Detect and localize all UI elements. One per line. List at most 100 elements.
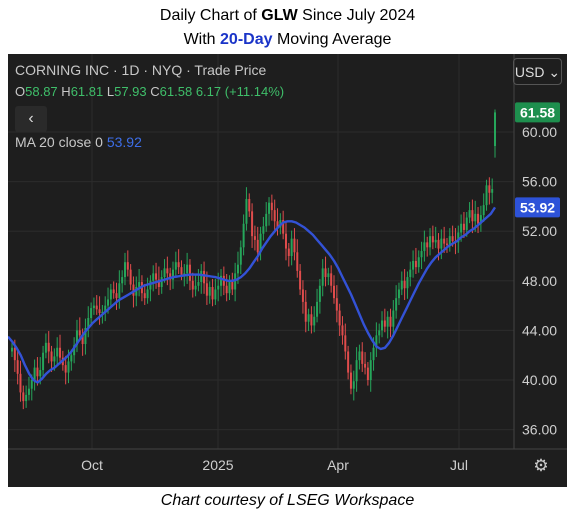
change-value: 6.17 (+11.14%): [195, 84, 285, 99]
candle-body: [316, 301, 319, 317]
candle-body: [81, 335, 84, 345]
candle-body: [155, 273, 158, 280]
ma-legend[interactable]: MA 20 close 0 53.92: [15, 134, 142, 150]
candle-body: [423, 242, 426, 252]
candle-body: [293, 238, 296, 253]
candle-body: [468, 210, 471, 218]
candle-body: [75, 330, 78, 346]
candle-body: [299, 270, 302, 290]
candle-body: [208, 287, 211, 296]
candle-body: [78, 330, 81, 336]
candle-body: [485, 185, 488, 206]
candle-body: [180, 267, 183, 275]
candle-body: [234, 273, 237, 290]
candle-body: [11, 347, 13, 352]
candle-body: [231, 280, 234, 290]
candle-body: [477, 213, 480, 224]
candle-body: [440, 238, 443, 249]
candle-body: [146, 289, 149, 299]
candle-body: [392, 310, 395, 327]
candle-body: [248, 198, 251, 212]
candle-body: [406, 277, 409, 289]
candle-body: [284, 233, 287, 249]
candle-body: [112, 289, 115, 294]
candle-body: [282, 220, 285, 234]
candle-body: [129, 269, 132, 285]
close-value: 61.58: [159, 84, 193, 99]
candle-body: [115, 293, 118, 299]
ticker-symbol: GLW: [261, 7, 298, 24]
high-value: 61.81: [70, 84, 104, 99]
candle-body: [205, 283, 208, 296]
candle-body: [197, 282, 200, 286]
candle-body: [25, 394, 28, 402]
y-tick-label: 36.00: [522, 422, 557, 438]
collapse-legend-button[interactable]: ‹: [15, 106, 47, 132]
candle-body: [50, 351, 53, 362]
candle-body: [417, 257, 420, 268]
candle-body: [474, 213, 477, 222]
candle-body: [121, 277, 124, 284]
candle-body: [375, 335, 378, 348]
candle-body: [335, 298, 338, 311]
candle-body: [104, 305, 107, 312]
candle-body: [90, 308, 93, 318]
candle-body: [471, 210, 474, 222]
candle-body: [123, 262, 126, 278]
candle-body: [30, 380, 33, 389]
candle-body: [276, 221, 279, 228]
candle-body: [321, 268, 324, 286]
candle-body: [482, 205, 485, 216]
candle-body: [378, 330, 381, 336]
candle-body: [186, 264, 189, 274]
candle-body: [236, 264, 239, 274]
candle-body: [149, 280, 152, 290]
candle-body: [67, 361, 70, 373]
candle-body: [132, 284, 135, 296]
candle-body: [22, 392, 25, 402]
candle-body: [36, 367, 39, 377]
candle-body: [462, 223, 465, 230]
candle-body: [56, 347, 59, 357]
candle-body: [465, 217, 468, 230]
chart-title-line2: With 20-Day Moving Average: [183, 31, 392, 48]
candle-body: [352, 381, 355, 389]
chart-panel[interactable]: 36.00 40.00 44.00 48.00 52.00 56.00 60.00 Oct 20…: [8, 54, 567, 487]
ma-legend-value: 53.92: [106, 134, 142, 150]
candle-body: [409, 269, 412, 278]
candle-body: [412, 260, 415, 270]
candle-body: [191, 280, 194, 290]
candle-body: [217, 285, 220, 290]
candle-body: [330, 273, 333, 286]
chevron-down-icon: ⌄: [548, 64, 561, 80]
candle-body: [451, 236, 454, 242]
candle-body: [47, 342, 50, 352]
candle-body: [87, 318, 90, 328]
ma-value-badge: [515, 197, 560, 218]
candle-body: [44, 342, 47, 353]
currency-dropdown[interactable]: USD ⌄: [513, 58, 562, 85]
gear-icon[interactable]: ⚙: [533, 456, 549, 475]
candle-body: [107, 299, 110, 306]
candle-body: [397, 289, 400, 299]
candle-body: [494, 112, 496, 147]
candle-body: [169, 273, 172, 280]
candle-body: [245, 198, 248, 224]
candle-body: [318, 285, 321, 302]
candle-body: [333, 285, 335, 299]
candle-body: [420, 251, 423, 258]
candle-body: [310, 314, 313, 326]
candle-body: [220, 275, 223, 286]
candle-body: [437, 239, 440, 249]
candle-body: [338, 310, 341, 326]
candle-body: [109, 289, 112, 300]
candle-body: [307, 314, 310, 322]
candle-body: [98, 309, 101, 314]
candle-body: [270, 202, 273, 211]
candle-body: [262, 226, 265, 234]
candle-body: [491, 189, 494, 193]
low-value: 57.93: [114, 84, 147, 99]
candle-body: [445, 243, 448, 245]
candlestick-chart[interactable]: 36.00 40.00 44.00 48.00 52.00 56.00 60.00 Oct 20…: [8, 54, 567, 487]
candle-body: [341, 325, 344, 336]
